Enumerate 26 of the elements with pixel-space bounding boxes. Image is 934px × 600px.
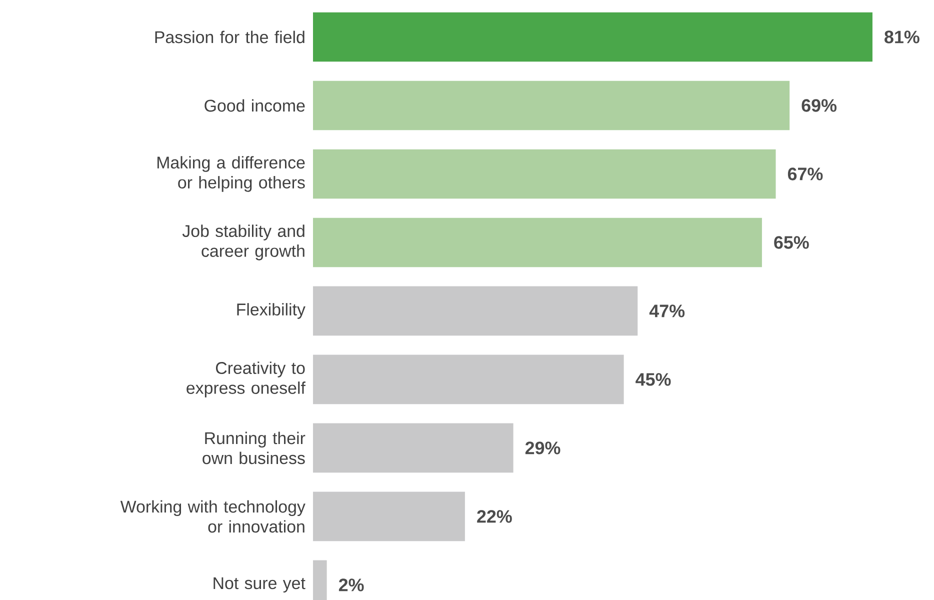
bar bbox=[312, 218, 762, 268]
data-label: 45% bbox=[636, 373, 671, 386]
y-tick-label: Not sure yet bbox=[214, 577, 306, 593]
bar bbox=[312, 12, 872, 62]
data-label: 65% bbox=[774, 236, 809, 249]
bar bbox=[312, 80, 790, 130]
bar bbox=[312, 492, 465, 542]
y-tick-label: Running their own business bbox=[202, 432, 306, 464]
bar bbox=[312, 286, 638, 336]
bar bbox=[312, 354, 624, 404]
y-tick-label: Passion for the field bbox=[155, 30, 304, 44]
y-tick-label: Working with technology or innovation bbox=[120, 500, 306, 533]
data-label: 2% bbox=[338, 578, 364, 592]
data-label: 47% bbox=[649, 304, 685, 318]
data-label: 69% bbox=[802, 99, 837, 112]
bar bbox=[312, 149, 776, 199]
data-label: 29% bbox=[525, 442, 560, 454]
y-tick-label: Job stability and career growth bbox=[182, 224, 304, 260]
y-tick-label: Making a difference or helping others bbox=[157, 156, 305, 192]
y-tick-label: Flexibility bbox=[237, 303, 306, 319]
bar bbox=[312, 423, 514, 473]
y-tick-label: Good income bbox=[204, 99, 305, 112]
data-label: 67% bbox=[788, 168, 823, 180]
data-label: 22% bbox=[477, 510, 512, 523]
y-tick-label: Creativity to express oneself bbox=[186, 362, 306, 398]
data-label: 81% bbox=[884, 30, 920, 44]
